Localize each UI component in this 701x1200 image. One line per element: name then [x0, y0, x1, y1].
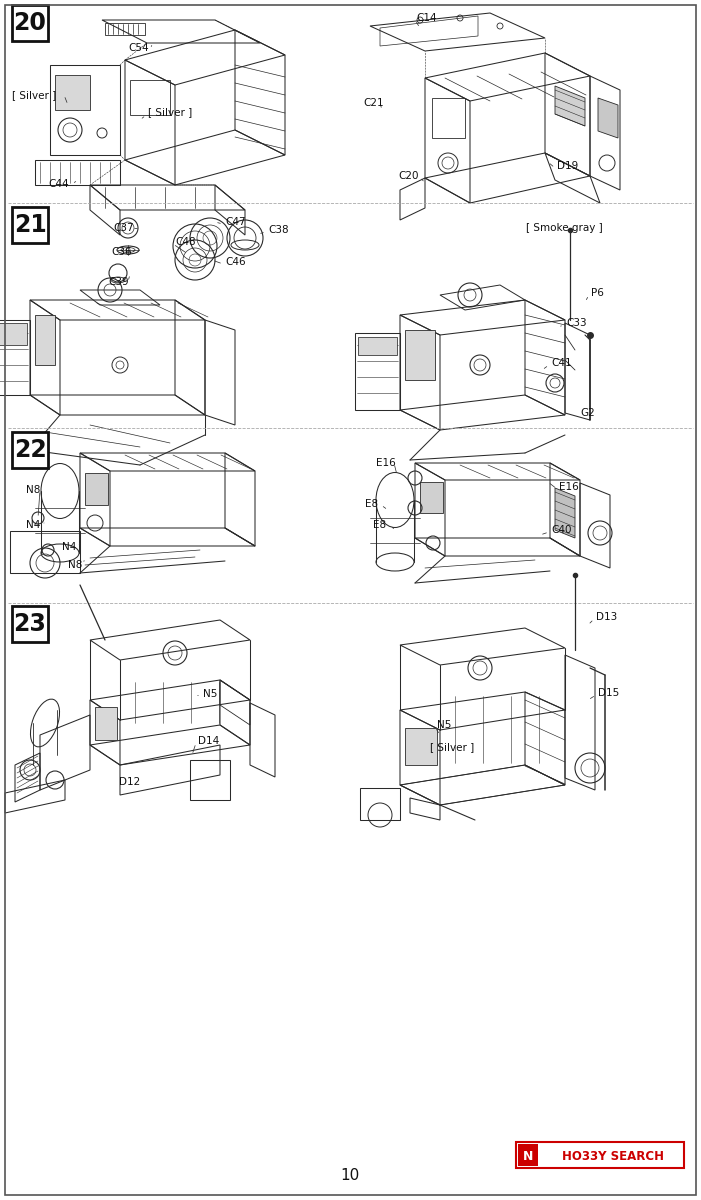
Polygon shape [95, 707, 117, 740]
Text: E8: E8 [365, 499, 378, 509]
Text: D13: D13 [596, 612, 618, 622]
Text: HO33Y SEARCH: HO33Y SEARCH [562, 1150, 664, 1163]
Polygon shape [555, 86, 585, 126]
Bar [12, 606, 48, 642]
Text: [ Smoke gray ]: [ Smoke gray ] [526, 223, 603, 233]
Text: C36: C36 [111, 247, 132, 257]
Text: [ Silver ]: [ Silver ] [430, 742, 475, 752]
Text: N5: N5 [437, 720, 451, 730]
Text: C21: C21 [363, 98, 383, 108]
Bar [12, 5, 48, 41]
Polygon shape [555, 488, 575, 538]
Text: C38: C38 [268, 226, 289, 235]
Text: C46: C46 [225, 257, 245, 266]
Text: N5: N5 [203, 689, 217, 698]
Text: E16: E16 [559, 482, 579, 492]
Polygon shape [55, 74, 90, 110]
Polygon shape [420, 482, 443, 514]
Text: N4: N4 [26, 520, 41, 530]
Text: 10: 10 [341, 1168, 360, 1182]
Text: C41: C41 [551, 358, 571, 368]
Text: 23: 23 [13, 612, 46, 636]
Text: C54: C54 [128, 43, 149, 53]
Bar [516, 1142, 684, 1168]
Text: C33: C33 [566, 318, 587, 328]
Text: C40: C40 [551, 526, 571, 535]
Polygon shape [405, 330, 435, 380]
Polygon shape [35, 314, 55, 365]
Polygon shape [598, 98, 618, 138]
Text: C44: C44 [48, 179, 69, 188]
Text: D19: D19 [557, 161, 578, 170]
Text: D14: D14 [198, 736, 219, 746]
Text: [ Silver ]: [ Silver ] [12, 90, 56, 100]
Text: N8: N8 [26, 485, 41, 494]
Text: C48: C48 [175, 236, 196, 247]
Polygon shape [0, 323, 27, 346]
Text: 22: 22 [13, 438, 46, 462]
Text: N8: N8 [68, 560, 83, 570]
Bar [12, 206, 48, 242]
Text: E16: E16 [376, 458, 396, 468]
Text: P6: P6 [591, 288, 604, 298]
Text: C20: C20 [398, 170, 418, 181]
Bar [518, 1144, 538, 1166]
Text: 21: 21 [13, 214, 46, 236]
Text: G2: G2 [580, 408, 594, 418]
Text: N: N [523, 1150, 533, 1163]
Text: C47: C47 [225, 217, 245, 227]
Text: C39: C39 [108, 277, 128, 287]
Text: N4: N4 [62, 542, 76, 552]
Text: E8: E8 [373, 520, 386, 530]
Text: D15: D15 [598, 688, 619, 698]
Polygon shape [405, 728, 437, 766]
Text: C37: C37 [113, 223, 134, 233]
Polygon shape [85, 473, 108, 505]
Text: D12: D12 [119, 778, 140, 787]
Text: [ Silver ]: [ Silver ] [148, 107, 192, 116]
Text: 20: 20 [13, 11, 46, 35]
Polygon shape [358, 337, 397, 355]
Bar [12, 432, 48, 468]
Text: C14: C14 [416, 13, 437, 23]
